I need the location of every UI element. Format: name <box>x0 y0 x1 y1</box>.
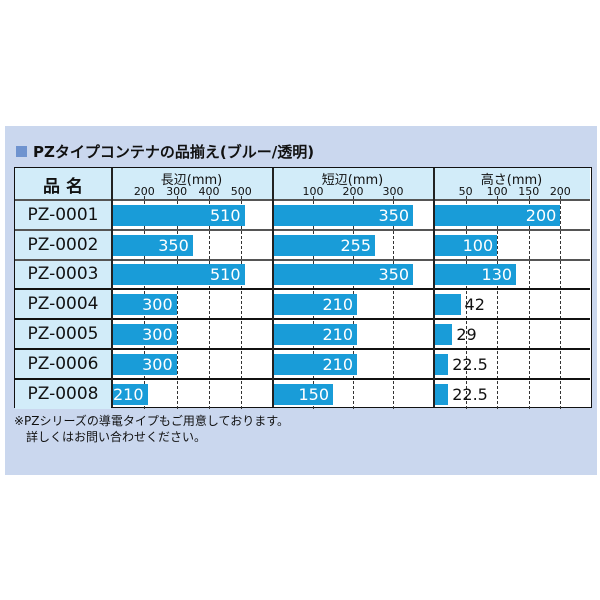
data-label: 510 <box>209 205 241 225</box>
column-divider <box>111 168 113 407</box>
header-row <box>15 168 590 200</box>
row-divider <box>15 378 590 380</box>
bar <box>273 293 357 315</box>
data-label: 42 <box>464 294 485 314</box>
bar <box>434 383 449 405</box>
row-divider <box>15 348 590 350</box>
tick-label: 100 <box>486 185 508 198</box>
tick-label: 400 <box>198 185 220 198</box>
panel-title: PZタイプコンテナの品揃え(ブルー/透明) <box>16 141 314 162</box>
bar <box>434 353 449 375</box>
bar <box>434 293 461 315</box>
name-header: 品 名 <box>43 177 83 197</box>
bar <box>273 234 375 256</box>
data-label: 510 <box>209 265 241 284</box>
column-divider <box>433 168 435 407</box>
gridline <box>241 196 243 409</box>
gridline <box>176 196 178 409</box>
category-label: PZ-0006 <box>15 349 111 379</box>
data-label: 210 <box>322 354 353 374</box>
data-label: 22.5 <box>452 354 488 374</box>
gridline <box>208 196 210 409</box>
category-label: PZ-0005 <box>15 319 111 349</box>
category-label: PZ-0002 <box>15 230 111 260</box>
notes: ※PZシリーズの導電タイプもご用意しております。 詳しくはお問い合わせください。 <box>14 413 289 445</box>
data-label: 300 <box>142 354 173 374</box>
bar <box>434 323 453 345</box>
bar <box>112 204 245 226</box>
bar <box>112 234 193 256</box>
column-header: 長辺(mm) <box>160 173 223 188</box>
bar <box>273 204 413 226</box>
row-divider <box>15 288 590 290</box>
note-line: ※PZシリーズの導電タイプもご用意しております。 <box>14 414 289 428</box>
category-label: PZ-0001 <box>15 200 111 230</box>
tick-label: 50 <box>458 185 473 198</box>
data-label: 29 <box>456 324 477 344</box>
bar <box>112 293 177 315</box>
column-header: 短辺(mm) <box>321 173 384 188</box>
gridline <box>465 196 467 409</box>
data-label: 350 <box>378 205 409 225</box>
tick-label: 300 <box>382 185 404 198</box>
tick-label: 200 <box>549 185 571 198</box>
data-label: 350 <box>158 235 189 255</box>
bar <box>112 353 177 375</box>
bar <box>112 323 177 345</box>
bar <box>273 353 357 375</box>
tick-label: 200 <box>133 185 155 198</box>
data-label: 100 <box>462 235 494 255</box>
bar <box>434 264 517 285</box>
category-label: PZ-0004 <box>15 289 111 319</box>
gridline <box>393 196 394 409</box>
row-divider <box>15 318 590 320</box>
tick-label: 200 <box>342 185 364 198</box>
data-label: 130 <box>481 265 513 284</box>
data-label: 200 <box>525 205 557 225</box>
bar <box>273 383 333 405</box>
bar <box>112 383 148 405</box>
column-divider <box>272 168 274 407</box>
square-bullet-icon <box>16 146 27 157</box>
bar <box>112 264 245 285</box>
data-label: 150 <box>298 384 329 404</box>
tick-label: 150 <box>518 185 540 198</box>
data-label: 300 <box>142 324 173 344</box>
data-label: 22.5 <box>452 384 488 404</box>
category-label: PZ-0003 <box>15 260 111 289</box>
row-divider <box>15 199 590 201</box>
data-label: 210 <box>322 324 353 344</box>
row-divider <box>15 229 590 231</box>
bar <box>434 234 498 256</box>
gridline <box>528 196 530 409</box>
tick-label: 500 <box>230 185 252 198</box>
column-header: 高さ(mm) <box>480 173 543 188</box>
data-label: 255 <box>340 235 371 255</box>
tick-label: 100 <box>302 185 324 198</box>
product-table: 品 名 長辺(mm) 200 300 400 500 510 350 510 300 300 300 2… <box>14 167 592 409</box>
category-label: PZ-0008 <box>15 379 111 409</box>
data-label: 350 <box>378 265 409 284</box>
bar <box>273 323 357 345</box>
row-divider <box>15 259 590 261</box>
bar <box>434 204 561 226</box>
note-line: 詳しくはお問い合わせください。 <box>14 430 207 444</box>
title-text: PZタイプコンテナの品揃え(ブルー/透明) <box>33 143 315 161</box>
data-label: 210 <box>113 384 144 404</box>
bar <box>273 264 413 285</box>
gridline <box>497 196 499 409</box>
gridline <box>560 196 562 409</box>
data-label: 300 <box>142 294 173 314</box>
data-label: 210 <box>322 294 353 314</box>
tick-label: 300 <box>166 185 188 198</box>
